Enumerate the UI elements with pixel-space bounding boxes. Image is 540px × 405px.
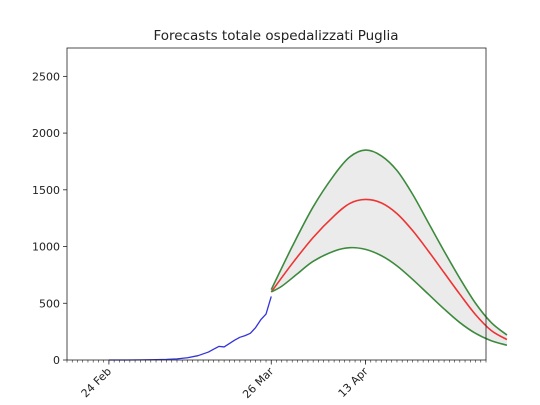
y-axis: 0 500 1000 1500 2000 2500: [32, 70, 67, 367]
y-tick-label: 1000: [32, 241, 60, 254]
forecast-confidence-band: [271, 150, 507, 346]
series-line-forecast-lower: [270, 246, 508, 347]
series-line-forecast: [270, 198, 508, 341]
series-line-observed: [108, 296, 272, 361]
y-tick-label: 500: [39, 297, 60, 310]
chart-title: Forecasts totale ospedalizzati Puglia: [153, 28, 398, 44]
y-tick-label: 2500: [32, 70, 60, 83]
series-line-forecast-upper: [270, 149, 508, 336]
y-tick-label: 1500: [32, 184, 60, 197]
y-tick-label: 2000: [32, 127, 60, 140]
y-tick-label: 0: [53, 354, 60, 367]
series-layer: [108, 149, 508, 361]
plot-frame: [66, 47, 487, 361]
